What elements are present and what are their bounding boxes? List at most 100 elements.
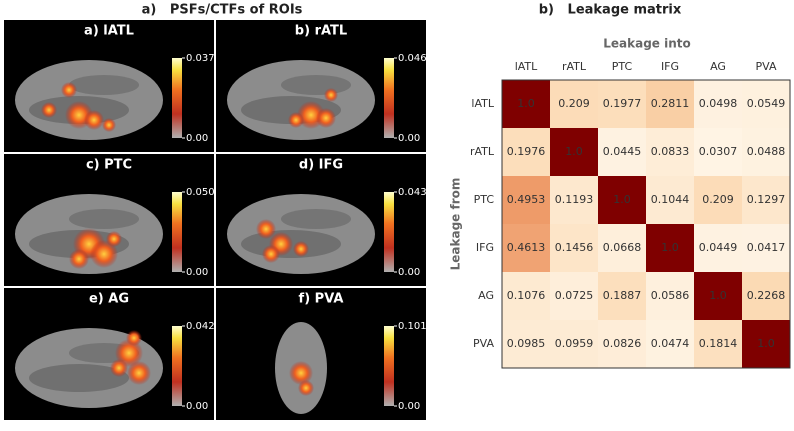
activation-blob [289,361,313,385]
heatmap-cell [598,176,646,224]
cell-label: 0.0826 [603,337,642,350]
heatmap-cell [550,320,598,368]
colorbar-tick-label: 0.00 [398,267,420,278]
colorbar-tick-label: 0.042 [186,321,215,332]
colorbar [172,192,182,272]
panel-label: d) IFG [299,158,343,173]
panel-label: b) rATL [295,24,347,39]
heatmap-cell [646,176,694,224]
colorbar-tick-label: 0.043 [398,187,427,198]
activation-blob [324,88,338,102]
heatmap-cell [550,272,598,320]
y-tick-label: IFG [476,241,494,254]
cell-label: 1.0 [517,97,535,110]
y-axis-label: Leakage from [449,178,463,271]
heatmap-cell [694,272,742,320]
panel-a-title: a) PSFs/CTFs of ROIs [142,3,303,18]
activation-blob [126,330,142,346]
cell-label: 1.0 [661,241,679,254]
panel-b-title: b) Leakage matrix [539,3,682,18]
colorbar-tick-label: 0.046 [398,53,427,64]
heatmap-cell [502,320,550,368]
cell-label: 1.0 [565,145,583,158]
cell-label: 0.0417 [747,241,786,254]
activation-blob [298,380,314,396]
cell-label: 0.1076 [507,289,546,302]
cell-label: 0.0307 [699,145,738,158]
activation-blob [84,110,104,130]
heatmap-frame [501,79,791,369]
heatmap-cell [694,128,742,176]
heatmap-cell [598,224,646,272]
heatmap-cell [742,320,790,368]
cell-label: 0.209 [558,97,590,110]
y-tick-label: rATL [470,145,495,158]
cell-label: 0.0449 [699,241,738,254]
cell-label: 0.2268 [747,289,786,302]
heatmap-cell [502,176,550,224]
x-tick-label: lATL [515,60,538,73]
colorbar [384,326,394,406]
heatmap-cell [502,224,550,272]
heatmap-cell [742,272,790,320]
cell-label: 0.1887 [603,289,642,302]
cell-label: 0.1193 [555,193,594,206]
cell-label: 1.0 [613,193,631,206]
brain-fold [281,75,351,95]
brain-fold [281,209,351,229]
heatmap-cell [694,80,742,128]
heatmap-cell [646,80,694,128]
heatmap-cell [646,224,694,272]
heatmap-cell [598,320,646,368]
heatmap-cell [598,128,646,176]
y-tick-label: AG [478,289,494,302]
colorbar-tick-label: 0.00 [186,401,208,412]
heatmap-cell [502,128,550,176]
heatmap-cell [502,80,550,128]
heatmap-cell [694,176,742,224]
activation-blob [69,249,89,269]
activation-blob [262,245,280,263]
colorbar-tick-label: 0.037 [186,53,215,64]
panel-label: a) lATL [84,24,134,39]
cell-label: 0.2811 [651,97,690,110]
cell-label: 0.0833 [651,145,690,158]
cell-label: 0.1976 [507,145,546,158]
heatmap-cell [550,128,598,176]
cell-label: 0.0549 [747,97,786,110]
colorbar-tick-label: 0.050 [186,187,215,198]
x-tick-label: PVA [756,60,777,73]
brain-fold [69,209,139,229]
colorbar-tick-label: 0.00 [186,133,208,144]
cell-label: 0.0959 [555,337,594,350]
activation-blob [102,118,116,132]
cell-label: 0.4613 [507,241,546,254]
activation-blob [41,102,57,118]
x-tick-label: IFG [661,60,679,73]
cell-label: 0.1814 [699,337,738,350]
cell-label: 1.0 [757,337,775,350]
activation-blob [127,361,151,385]
y-tick-label: PVA [473,337,494,350]
cell-label: 0.1456 [555,241,594,254]
colorbar-tick-label: 0.101 [398,321,427,332]
colorbar [384,192,394,272]
cell-label: 0.1044 [651,193,690,206]
colorbar [172,58,182,138]
cell-label: 0.0668 [603,241,642,254]
cell-label: 0.0498 [699,97,738,110]
cell-label: 0.0586 [651,289,690,302]
cell-label: 0.0474 [651,337,690,350]
heatmap-cell [742,128,790,176]
activation-blob [293,241,309,257]
x-tick-label: PTC [612,60,633,73]
heatmap-cell [694,224,742,272]
colorbar [384,58,394,138]
heatmap-cell [694,320,742,368]
cell-label: 0.0985 [507,337,546,350]
panel-label: f) PVA [299,292,344,307]
heatmap-cell [742,176,790,224]
y-tick-label: PTC [474,193,495,206]
heatmap-cell [742,80,790,128]
activation-blob [110,359,128,377]
